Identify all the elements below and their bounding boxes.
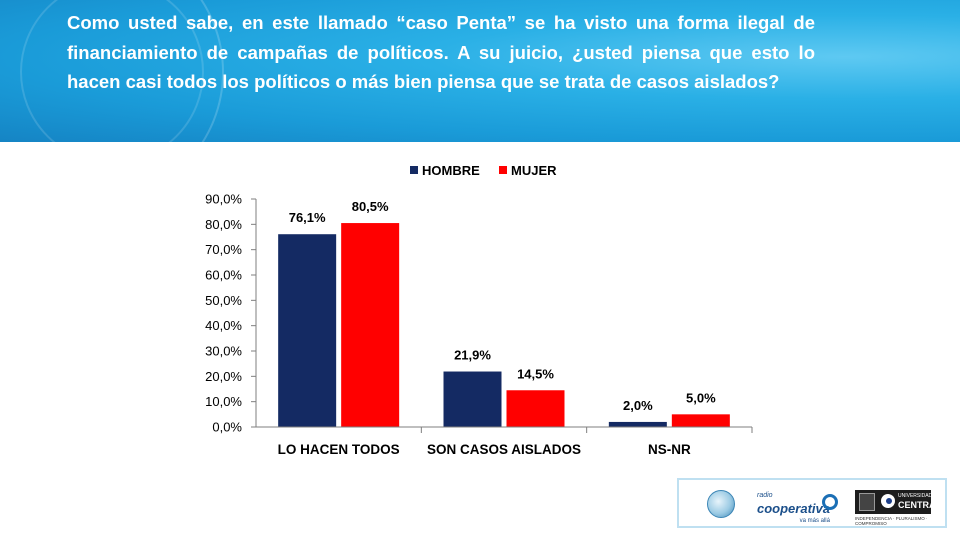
globe-logo-icon xyxy=(707,490,735,518)
y-tick-label: 90,0% xyxy=(205,192,242,207)
legend-swatch xyxy=(499,166,507,174)
universidad-central-logo: UNIVERSIDAD CENTRAL xyxy=(855,490,941,514)
x-axis: LO HACEN TODOS SON CASOS AISLADOS NS-NR xyxy=(256,426,753,457)
data-label: 80,5% xyxy=(352,199,389,214)
y-tick-label: 50,0% xyxy=(205,293,242,308)
legend-label: HOMBRE xyxy=(422,163,480,178)
data-label: 5,0% xyxy=(686,390,716,405)
x-tick-label: LO HACEN TODOS xyxy=(278,442,400,457)
data-label: 14,5% xyxy=(517,366,554,381)
bar-chart: HOMBRE MUJER 0,0% 10,0% 20,0% 30,0% 40,0% 50,0… xyxy=(205,163,753,457)
crest-icon xyxy=(859,493,875,511)
x-tick-label: SON CASOS AISLADOS xyxy=(427,442,581,457)
decorative-swirl xyxy=(20,0,204,164)
uc-motto: INDEPENDENCIA · PLURALISMO · COMPROMISO xyxy=(855,516,928,526)
y-axis: 0,0% 10,0% 20,0% 30,0% 40,0% 50,0% 60,0% 70,0% 8… xyxy=(205,192,257,435)
x-tick-label: NS-NR xyxy=(648,442,691,457)
y-tick-label: 10,0% xyxy=(205,394,242,409)
legend-label: MUJER xyxy=(511,163,557,178)
survey-question: Como usted sabe, en este llamado “caso P… xyxy=(67,12,815,92)
data-label: 76,1% xyxy=(289,210,326,225)
legend-swatch xyxy=(410,166,418,174)
y-tick-label: 80,0% xyxy=(205,217,242,232)
y-tick-label: 40,0% xyxy=(205,318,242,333)
bar-mujer xyxy=(341,223,400,427)
chart-legend: HOMBRE MUJER xyxy=(410,163,557,178)
y-tick-label: 70,0% xyxy=(205,242,242,257)
bar-hombre xyxy=(278,234,337,427)
y-tick-label: 20,0% xyxy=(205,369,242,384)
data-label: 2,0% xyxy=(623,398,653,413)
y-tick-label: 0,0% xyxy=(212,420,242,435)
bar-hombre xyxy=(608,421,667,427)
y-tick-label: 30,0% xyxy=(205,344,242,359)
bar-mujer xyxy=(506,390,565,427)
data-label: 21,9% xyxy=(454,348,491,363)
y-tick-label: 60,0% xyxy=(205,268,242,283)
bar-hombre xyxy=(443,371,502,427)
sponsor-logos: radio cooperativa va más allá UNIVERSIDA… xyxy=(677,478,947,528)
header-banner: Como usted sabe, en este llamado “caso P… xyxy=(0,0,960,204)
chart-bars: 76,1% 80,5% 21,9% 14,5% 2,0% 5,0% xyxy=(278,199,730,427)
cooperativa-logo: radio cooperativa va más allá xyxy=(757,492,830,524)
bar-mujer xyxy=(671,414,730,427)
cooperativa-ring-icon xyxy=(822,494,838,510)
